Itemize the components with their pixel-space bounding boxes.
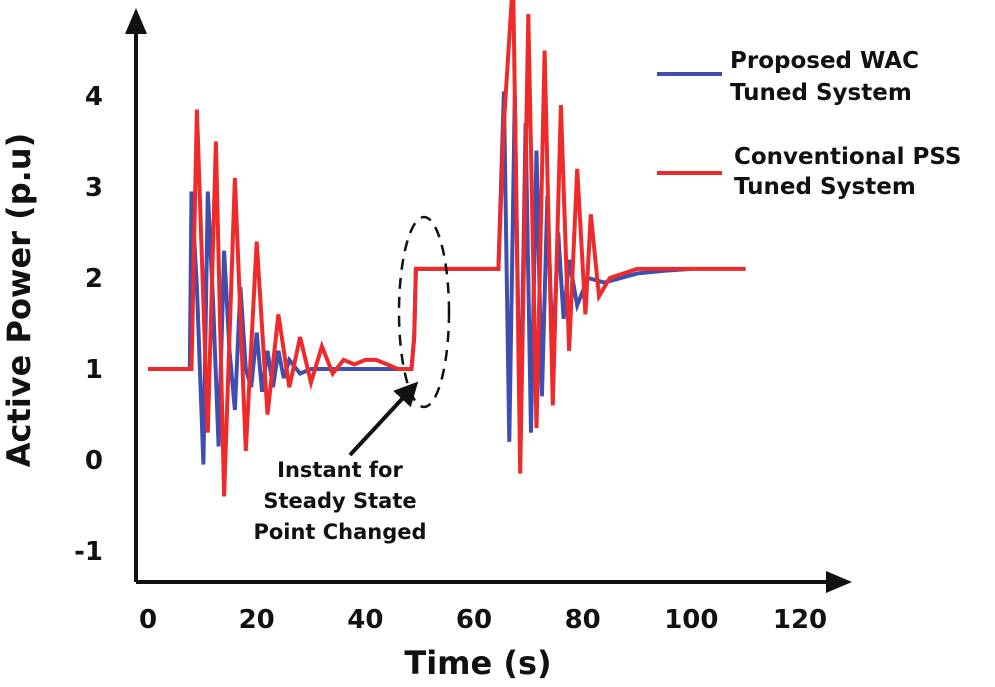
annotation-line-1: Instant for [277,458,403,482]
y-tick-label: -1 [74,537,103,567]
x-tick-label: 100 [664,605,718,635]
legend-label-proposed-wac-line-2: Tuned System [730,80,912,106]
x-tick-label: 60 [456,605,492,635]
y-tick-label: 1 [85,355,103,385]
x-tick-label: 80 [565,605,601,635]
y-tick-labels: -1 0 1 2 3 4 [74,82,103,567]
x-tick-label: 120 [773,605,827,635]
y-tick-label: 2 [85,264,103,294]
legend-label-conventional-pss-line-1: Conventional PSS [734,144,961,170]
series-line-conventional-pss [148,0,746,497]
legend-label-conventional-pss-line-2: Tuned System [734,174,916,200]
series-layer [148,0,746,497]
steady-state-highlight-ellipse [397,215,451,409]
x-axis-arrowhead [826,571,852,593]
y-tick-label: 3 [85,173,103,203]
x-tick-label: 40 [347,605,383,635]
legend: Proposed WAC Tuned System Conventional P… [657,48,961,200]
y-axis-arrowhead [125,8,147,34]
x-tick-labels: 0 20 40 60 80 100 120 [139,605,827,635]
annotation-arrow [348,381,419,457]
x-tick-label: 20 [239,605,275,635]
x-axis-title: Time (s) [404,644,551,682]
x-tick-label: 0 [139,605,157,635]
annotation: Instant for Steady State Point Changed [253,458,426,544]
y-tick-label: 4 [85,82,103,112]
annotation-line-3: Point Changed [253,520,426,544]
legend-label-proposed-wac-line-1: Proposed WAC [730,48,919,74]
y-tick-label: 0 [85,446,103,476]
y-axis-title: Active Power (p.u) [0,133,38,467]
annotation-line-2: Steady State [263,489,416,513]
